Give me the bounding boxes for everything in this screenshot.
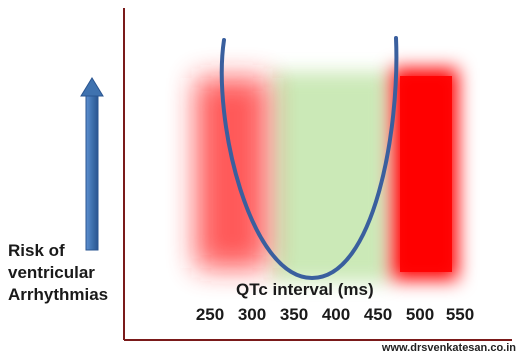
x-tick-label: 400 [321, 305, 351, 324]
website-footer: www.drsvenkatesan.co.in [381, 342, 516, 354]
x-axis-title: QTc interval (ms) [236, 280, 374, 299]
safe-zone [272, 72, 390, 282]
y-label-line-2: ventricular [8, 263, 95, 282]
x-tick-label: 550 [445, 305, 475, 324]
x-tick-label: 350 [279, 305, 309, 324]
short-qt-danger-zone [196, 78, 268, 268]
x-tick-label: 250 [195, 305, 225, 324]
x-tick-label: 500 [405, 305, 435, 324]
x-tick-label: 450 [363, 305, 393, 324]
x-tick-label: 300 [237, 305, 267, 324]
y-label-line-1: Risk of [8, 241, 65, 260]
risk-curve [219, 36, 399, 281]
risk-arrow-icon [80, 77, 104, 251]
y-label-line-3: Arrhythmias [8, 285, 109, 304]
y-axis-label: Risk of ventricular Arrhythmias [8, 240, 128, 306]
